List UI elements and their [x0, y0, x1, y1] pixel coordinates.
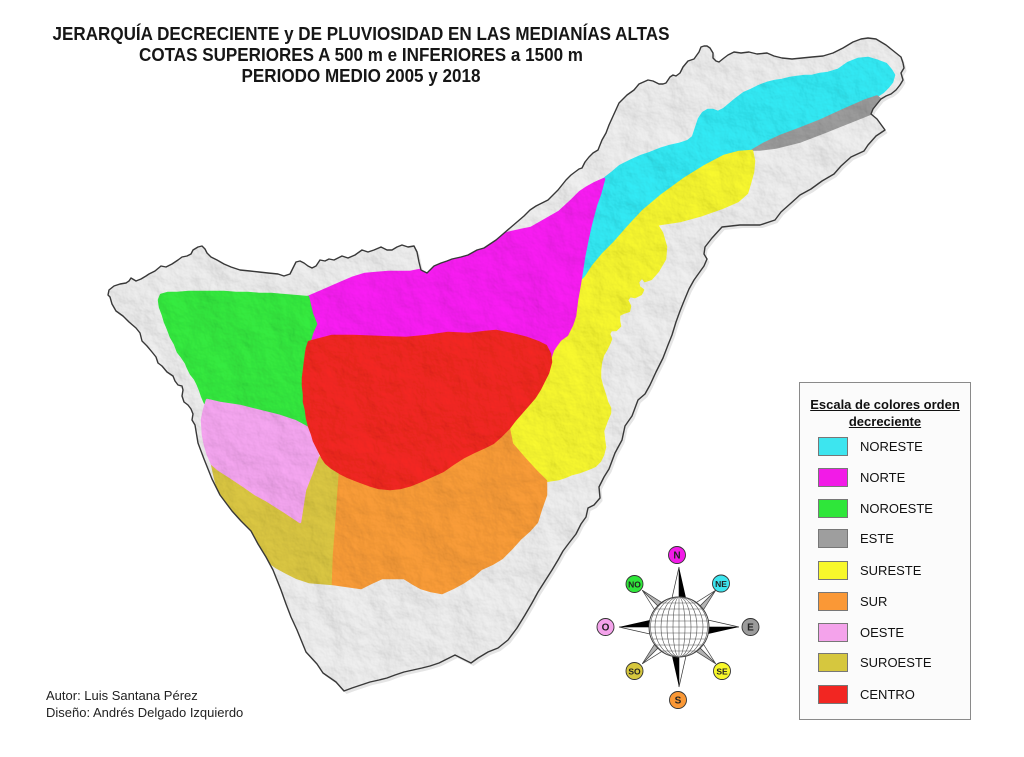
svg-text:SE: SE — [716, 667, 728, 677]
svg-text:NO: NO — [628, 580, 641, 590]
svg-text:S: S — [675, 696, 682, 707]
svg-text:NE: NE — [715, 579, 727, 589]
svg-text:O: O — [602, 623, 610, 634]
svg-text:SO: SO — [628, 667, 641, 677]
svg-text:E: E — [747, 623, 754, 634]
svg-text:N: N — [673, 551, 680, 562]
